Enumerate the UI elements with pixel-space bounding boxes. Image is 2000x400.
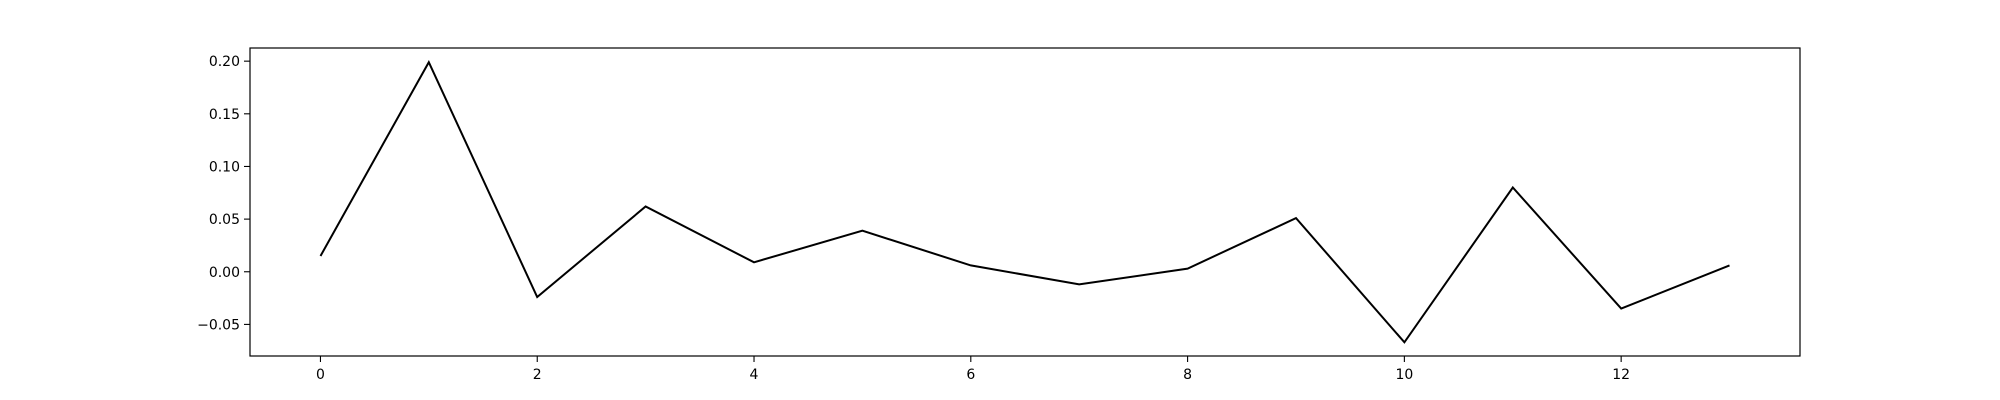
x-tick-label: 2 (533, 367, 542, 383)
y-tick-label: 0.15 (209, 107, 240, 123)
series-line-0 (319, 59, 1730, 344)
y-tick-label: 0.10 (209, 159, 240, 175)
x-tick-label: 12 (1612, 367, 1630, 383)
y-tick-label: −0.05 (197, 317, 240, 333)
x-tick-label: 6 (966, 367, 975, 383)
x-tick-label: 10 (1395, 367, 1413, 383)
y-tick-label: 0.00 (209, 265, 240, 281)
series-layer (319, 59, 1730, 344)
x-tick-label: 8 (1183, 367, 1192, 383)
x-tick-label: 4 (750, 367, 759, 383)
plot-area-frame (249, 47, 1801, 357)
y-tick-label: 0.20 (209, 54, 240, 70)
x-tick-label: 0 (316, 367, 325, 383)
y-axis: −0.05 0.00 0.05 0.10 0.15 0.20 (197, 54, 250, 333)
y-tick-label: 0.05 (209, 212, 240, 228)
x-axis: 0 2 4 6 8 10 12 (316, 356, 1630, 383)
